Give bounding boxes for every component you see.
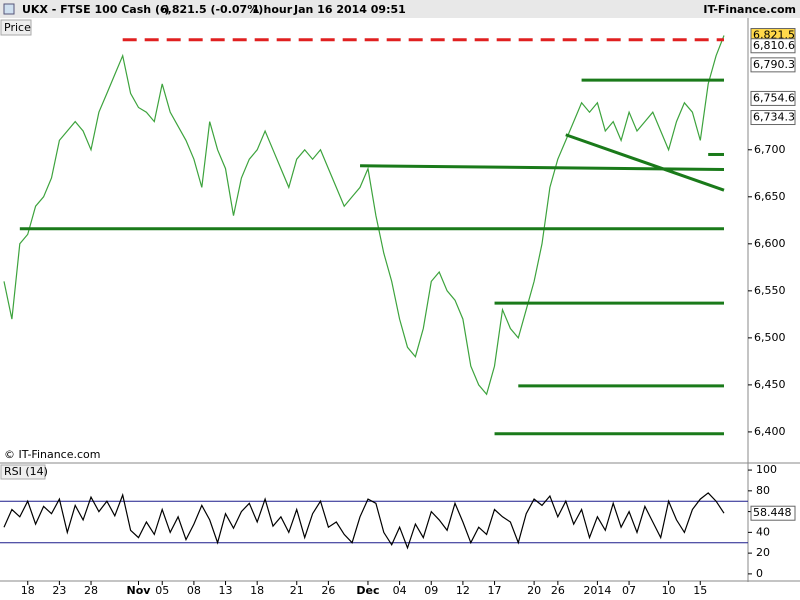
level-line — [565, 133, 725, 192]
x-tick-label: 28 — [84, 584, 98, 597]
y-tick-label: 0 — [756, 567, 763, 580]
panel-label: Price — [4, 21, 31, 34]
x-tick-label: 08 — [187, 584, 201, 597]
price-flag-label: 6,810.6 — [753, 39, 795, 52]
x-tick-label: 07 — [622, 584, 636, 597]
price-flag — [750, 57, 796, 73]
symbol: UKX - FTSE 100 Cash (-) — [22, 3, 170, 16]
x-tick-label: 23 — [52, 584, 66, 597]
x-tick-label: 10 — [662, 584, 676, 597]
price-flag — [750, 38, 796, 54]
watermark: © IT-Finance.com — [4, 448, 101, 461]
x-tick-label: 18 — [250, 584, 264, 597]
value-flag — [750, 505, 796, 521]
panel-label: RSI (14) — [4, 465, 48, 478]
x-tick-label: 09 — [424, 584, 438, 597]
y-tick-label: 100 — [756, 463, 777, 476]
y-tick-label: 6,450 — [754, 378, 786, 391]
interval: 1 hour — [252, 3, 293, 16]
x-tick-label: Nov — [127, 584, 152, 597]
brand: IT-Finance.com — [703, 3, 796, 16]
y-tick-label: 6,400 — [754, 425, 786, 438]
y-tick-label: 6,600 — [754, 237, 786, 250]
price-flag — [750, 90, 796, 106]
header-bar — [0, 0, 800, 18]
x-tick-label: 05 — [155, 584, 169, 597]
x-tick-label: 13 — [219, 584, 233, 597]
price-flag-label: 6,754.6 — [753, 91, 795, 104]
x-tick-label: 17 — [488, 584, 502, 597]
panel-label-box — [0, 464, 46, 480]
x-tick-label: 2014 — [583, 584, 611, 597]
x-tick-label: Dec — [356, 584, 379, 597]
y-tick-label: 6,700 — [754, 143, 786, 156]
y-tick-label: 6,550 — [754, 284, 786, 297]
y-tick-label: 6,500 — [754, 331, 786, 344]
x-tick-label: 20 — [527, 584, 541, 597]
x-tick-label: 15 — [693, 584, 707, 597]
price-flag-label: 6,821.5 — [753, 29, 795, 42]
panel-label-box — [0, 19, 32, 36]
series-line — [3, 492, 725, 550]
price-flag-label: 6,790.3 — [753, 58, 795, 71]
x-tick-label: 21 — [290, 584, 304, 597]
price-flag-label: 6,734.3 — [753, 111, 795, 124]
y-tick-label: 6,650 — [754, 190, 786, 203]
y-tick-label: 20 — [756, 546, 770, 559]
x-tick-label: 18 — [21, 584, 35, 597]
y-tick-label: 40 — [756, 525, 770, 538]
price-flag — [750, 110, 796, 126]
timestamp: Jan 16 2014 09:51 — [293, 3, 406, 16]
x-tick-label: 12 — [456, 584, 470, 597]
quote: 6,821.5 (-0.07%) — [160, 3, 263, 16]
series-line — [3, 35, 725, 396]
x-tick-label: 26 — [551, 584, 565, 597]
menu-icon[interactable] — [3, 3, 15, 15]
x-tick-label: 26 — [321, 584, 335, 597]
y-tick-label: 80 — [756, 484, 770, 497]
value-flag-label: 58.448 — [753, 506, 792, 519]
x-tick-label: 04 — [393, 584, 407, 597]
